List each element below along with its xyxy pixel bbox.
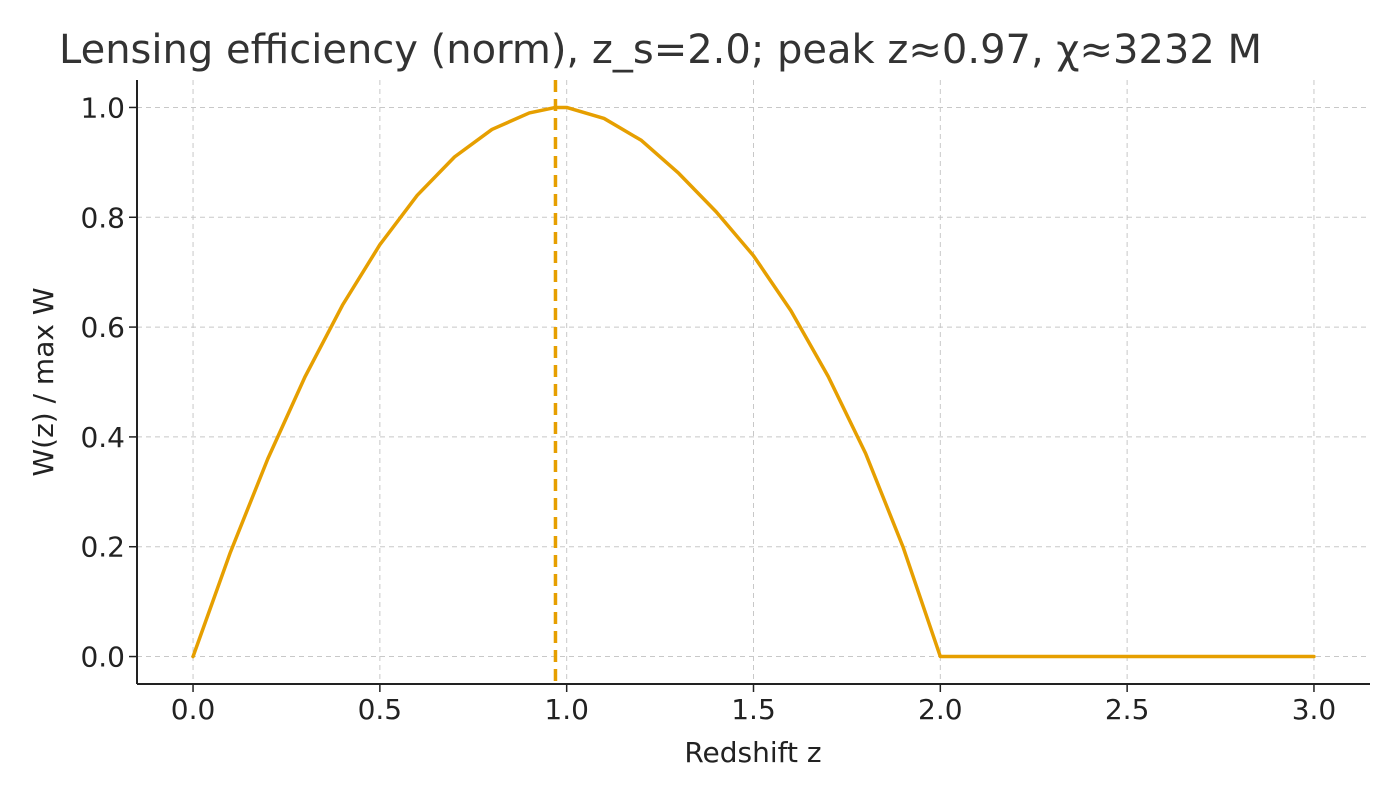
y-tick-label-4: 0.8 bbox=[80, 201, 125, 234]
x-tick-label-1: 0.5 bbox=[358, 693, 403, 726]
y-ticks: 0.0 0.2 0.4 0.6 0.8 1.0 bbox=[80, 91, 137, 674]
x-tick-label-2: 1.0 bbox=[544, 693, 589, 726]
series-line bbox=[191, 105, 1316, 659]
series-group bbox=[191, 80, 1316, 684]
y-tick-label-3: 0.6 bbox=[80, 311, 125, 344]
x-ticks: 0.0 0.5 1.0 1.5 2.0 2.5 3.0 bbox=[171, 684, 1336, 726]
y-tick-label-1: 0.2 bbox=[80, 531, 125, 564]
x-tick-label-0: 0.0 bbox=[171, 693, 216, 726]
x-tick-label-4: 2.0 bbox=[918, 693, 963, 726]
y-tick-label-0: 0.0 bbox=[80, 641, 125, 674]
x-tick-label-6: 3.0 bbox=[1292, 693, 1337, 726]
y-axis-title: W(z) / max W bbox=[27, 287, 60, 476]
grid bbox=[137, 80, 1370, 684]
y-tick-label-5: 1.0 bbox=[80, 91, 125, 124]
x-tick-label-5: 2.5 bbox=[1105, 693, 1150, 726]
y-tick-label-2: 0.4 bbox=[80, 421, 125, 454]
x-tick-label-3: 1.5 bbox=[731, 693, 776, 726]
x-axis-title: Redshift z bbox=[684, 736, 821, 769]
chart-title: Lensing efficiency (norm), z_s=2.0; peak… bbox=[59, 27, 1262, 73]
